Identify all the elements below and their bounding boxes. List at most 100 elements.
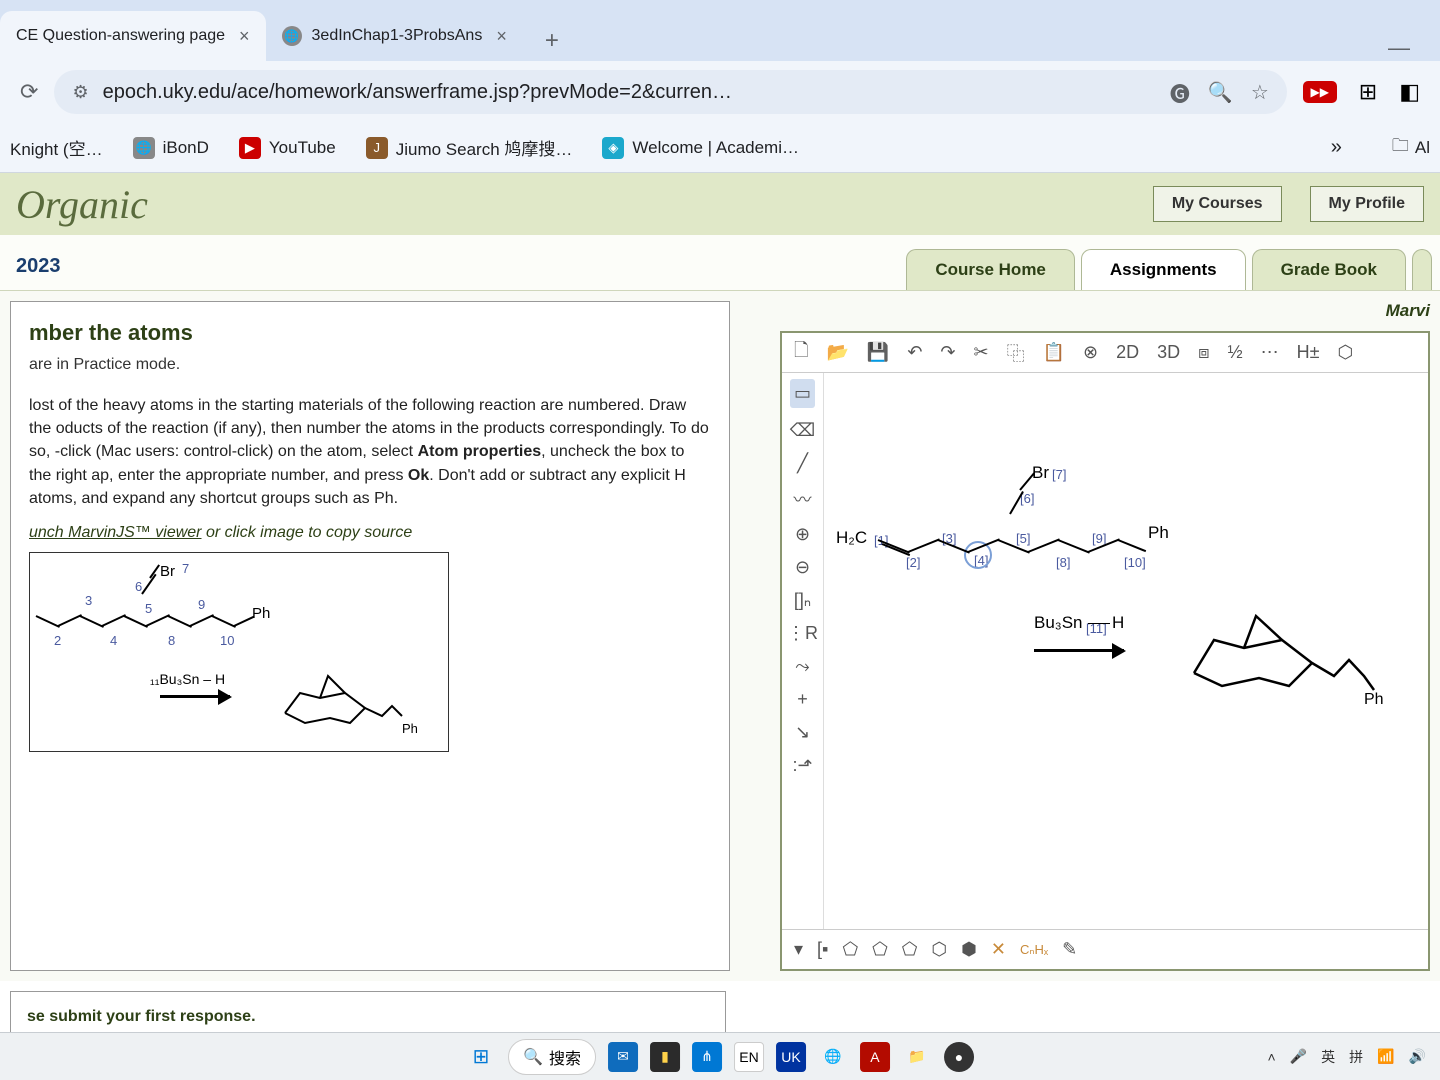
new-icon[interactable]: 🗋 (790, 336, 812, 370)
plus-tool-icon[interactable]: + (797, 689, 808, 710)
map-icon[interactable]: ½ (1224, 340, 1247, 365)
star-icon[interactable]: ☆ (1251, 80, 1269, 105)
rgroup-tool-icon[interactable]: ⋮R (787, 623, 818, 644)
window-minimize-icon[interactable]: — (1388, 35, 1440, 61)
tab-course-home[interactable]: Course Home (906, 249, 1075, 290)
acrobat-icon[interactable]: A (860, 1042, 890, 1072)
browser-tab[interactable]: 🌐 3edInChap1-3ProbsAns × (266, 11, 523, 61)
x-icon[interactable]: ✕ (991, 939, 1006, 960)
undo-icon[interactable]: ↶ (903, 340, 926, 365)
extensions-icon[interactable]: ⊞ (1359, 79, 1377, 105)
obs-icon[interactable]: ● (944, 1042, 974, 1072)
bookmark-jiumo[interactable]: J Jiumo Search 鸠摩搜… (366, 135, 573, 160)
chrome-icon[interactable]: 🌐 (818, 1042, 848, 1072)
body-bold: Ok (408, 467, 429, 484)
ring5c-icon[interactable]: ⬠ (902, 939, 918, 960)
extension-icons: ▶▶ ⊞ ◧ (1303, 79, 1420, 105)
paste-icon[interactable]: 📋 (1039, 340, 1069, 365)
reload-icon[interactable]: ⟳ (20, 79, 38, 105)
question-image[interactable]: Br 7 6 3 5 9 Ph 2 4 8 10 ₁₁Bu₃Sn – H (29, 552, 449, 752)
bookmark-youtube[interactable]: ▶ YouTube (239, 137, 336, 159)
ime-icon[interactable]: EN (734, 1042, 764, 1072)
selection-highlight (964, 541, 992, 569)
mechanism-tool-icon[interactable]: :⬏ (792, 755, 812, 776)
ring5a-icon[interactable]: ⬠ (842, 939, 858, 960)
map-2: [2] (906, 555, 920, 570)
bookmark-folder[interactable]: 🗀 Al (1392, 133, 1430, 162)
ime-lang[interactable]: 英 (1321, 1047, 1335, 1067)
marvin-editor: 🗋 📂 💾 ↶ ↷ ✂ ⿻ 📋 ⊗ 2D 3D ⧈ ½ ⋯ H± ⬡ ▭ (780, 331, 1430, 971)
clean2d-icon[interactable]: 2D (1112, 340, 1143, 365)
wifi-icon[interactable]: 📶 (1377, 1048, 1394, 1065)
zoom-in-icon[interactable]: ⊕ (795, 524, 810, 545)
editor-panel: Marvi 🗋 📂 💾 ↶ ↷ ✂ ⿻ 📋 ⊗ 2D 3D ⧈ ½ ⋯ H± ⬡ (780, 301, 1430, 971)
translate-icon[interactable]: 🅖 (1170, 78, 1190, 107)
start-icon[interactable]: ⊞ (466, 1042, 496, 1072)
open-icon[interactable]: 📂 (822, 340, 852, 365)
bookmark-ibond[interactable]: 🌐 iBonD (133, 137, 209, 159)
my-courses-button[interactable]: My Courses (1153, 186, 1282, 222)
zoom-icon[interactable]: 🔍 (1208, 80, 1233, 105)
marvin-canvas[interactable]: H₂C [1] [2] [3] [4] [5] [6] Br [7] [8] [… (824, 373, 1428, 929)
marvin-toolbar-top: 🗋 📂 💾 ↶ ↷ ✂ ⿻ 📋 ⊗ 2D 3D ⧈ ½ ⋯ H± ⬡ (782, 333, 1428, 373)
tab-grade-book[interactable]: Grade Book (1252, 249, 1406, 290)
zoom-out-icon[interactable]: ⊖ (795, 557, 810, 578)
tab-assignments[interactable]: Assignments (1081, 249, 1246, 290)
bookmarks-overflow-icon[interactable]: » (1331, 136, 1342, 159)
youtube-ext-icon[interactable]: ▶▶ (1303, 81, 1337, 103)
sidepanel-icon[interactable]: ◧ (1399, 79, 1420, 105)
cut-icon[interactable]: ✂ (970, 340, 993, 365)
cube-icon[interactable]: ⬡ (1334, 340, 1358, 365)
ring5b-icon[interactable]: ⬠ (872, 939, 888, 960)
vscode-icon[interactable]: ⋔ (692, 1042, 722, 1072)
hplus-icon[interactable]: H± (1293, 340, 1324, 365)
benzene-icon[interactable]: ⬢ (961, 939, 977, 960)
taskbar-search[interactable]: 🔍 搜索 (508, 1039, 596, 1075)
redo-icon[interactable]: ↷ (936, 340, 959, 365)
launch-viewer-link[interactable]: unch MarvinJS™ viewer (29, 524, 202, 541)
j-icon: J (366, 137, 388, 159)
clean3d-icon[interactable]: 3D (1153, 340, 1184, 365)
marvin-body: ▭ ⌫ ╱ 〰 ⊕ ⊖ []ₙ ⋮R ⤳ + ↘ :⬏ H₂C [1] (782, 373, 1428, 929)
dropdown-icon[interactable]: ▾ (794, 939, 803, 960)
practice-mode-text: are in Practice mode. (29, 356, 711, 374)
view3d-icon[interactable]: ⧈ (1194, 340, 1213, 365)
close-icon[interactable]: × (496, 26, 507, 47)
new-tab-button[interactable]: + (535, 21, 569, 61)
bond-tool-icon[interactable]: ╱ (797, 453, 808, 474)
chain-tool-icon[interactable]: 〰 (794, 486, 812, 512)
bracket-tool-icon[interactable]: []ₙ (794, 590, 811, 611)
select-tool-icon[interactable]: ▭ (790, 379, 815, 408)
site-settings-icon[interactable]: ⚙ (72, 82, 88, 103)
uk-icon[interactable]: UK (776, 1042, 806, 1072)
my-profile-button[interactable]: My Profile (1310, 186, 1424, 222)
template-icon[interactable]: [▪ (817, 939, 828, 960)
arrow-tool-icon[interactable]: ⤳ (795, 656, 809, 677)
tray-up-icon[interactable]: ˄ (1268, 1049, 1276, 1065)
ring6-icon[interactable]: ⬡ (931, 939, 947, 960)
taskbar-tray: ˄ 🎤 英 拼 📶 🔊 (1268, 1047, 1427, 1067)
volume-icon[interactable]: 🔊 (1409, 1048, 1426, 1065)
reaction-arrow-icon (1034, 649, 1124, 652)
query-icon[interactable]: ⋯ (1257, 340, 1283, 365)
bookmark-knight[interactable]: Knight (空… (10, 135, 103, 160)
pencil-icon[interactable]: ✎ (1062, 939, 1077, 960)
browser-tab-active[interactable]: CE Question-answering page × (0, 11, 266, 61)
outlook-icon[interactable]: ✉ (608, 1042, 638, 1072)
close-icon[interactable]: × (239, 26, 250, 47)
launch-viewer-row: unch MarvinJS™ viewer or click image to … (29, 524, 711, 542)
bookmark-academi[interactable]: ◈ Welcome | Academi… (602, 137, 799, 159)
atom-num-8: 8 (168, 633, 175, 648)
address-bar[interactable]: ⚙ epoch.uky.edu/ace/homework/answerframe… (54, 70, 1286, 114)
clear-icon[interactable]: ⊗ (1079, 340, 1102, 365)
ime-mode[interactable]: 拼 (1349, 1047, 1363, 1067)
tab-extra[interactable] (1412, 249, 1432, 290)
formula-icon[interactable]: CₙHₓ (1020, 942, 1048, 958)
erase-tool-icon[interactable]: ⌫ (790, 420, 815, 441)
mic-icon[interactable]: 🎤 (1290, 1048, 1307, 1065)
explorer-icon[interactable]: 📁 (902, 1042, 932, 1072)
copy-icon[interactable]: ⿻ (1003, 338, 1029, 368)
notes-icon[interactable]: ▮ (650, 1042, 680, 1072)
arrow2-tool-icon[interactable]: ↘ (795, 722, 810, 743)
save-icon[interactable]: 💾 (863, 340, 893, 365)
